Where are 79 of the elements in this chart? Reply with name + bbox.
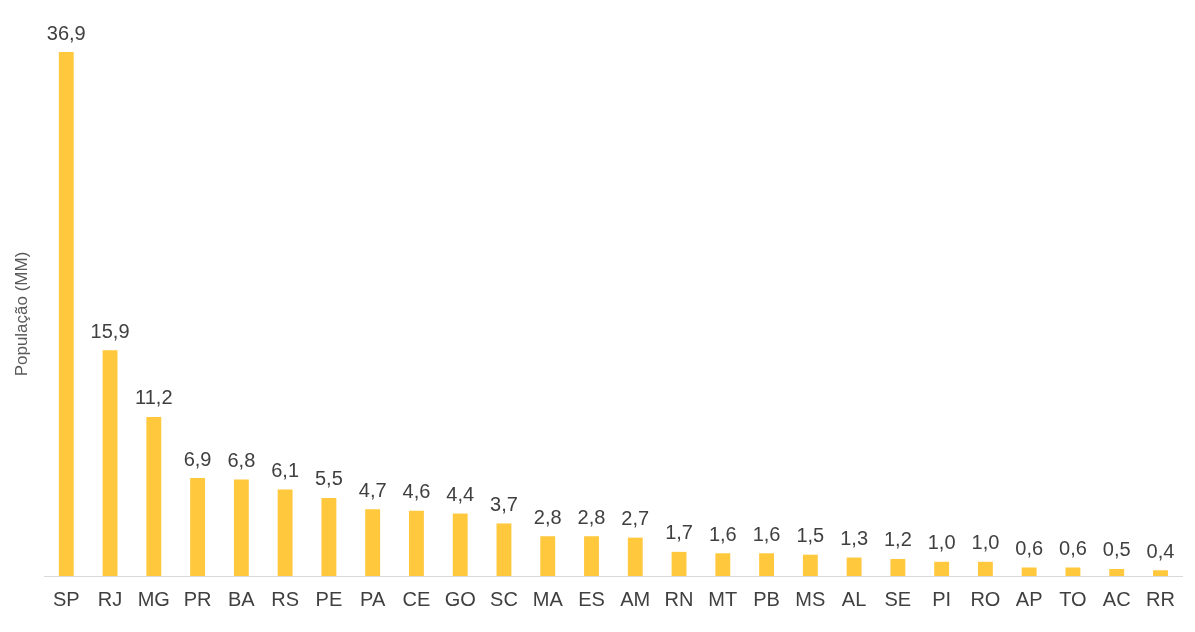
bar xyxy=(584,536,599,576)
data-label: 15,9 xyxy=(90,319,130,342)
data-label: 0,5 xyxy=(1102,538,1131,561)
x-tick-label: MG xyxy=(137,587,170,610)
bar xyxy=(627,537,643,576)
x-tick-label: RO xyxy=(970,587,1001,610)
x-tick-label: RJ xyxy=(97,587,123,610)
x-tick-label: PR xyxy=(183,587,212,610)
bar xyxy=(540,536,556,576)
bar xyxy=(977,561,993,576)
bar xyxy=(934,561,950,576)
data-label: 4,4 xyxy=(446,483,475,506)
bar xyxy=(190,478,206,576)
data-label: 1,3 xyxy=(840,527,869,550)
x-tick-label: SP xyxy=(52,587,80,610)
x-tick-label: AP xyxy=(1015,587,1043,610)
bar xyxy=(277,489,293,576)
bar xyxy=(233,479,249,576)
bar xyxy=(408,510,424,576)
bar xyxy=(1065,567,1081,576)
bar xyxy=(759,553,775,576)
data-label: 4,6 xyxy=(402,480,431,503)
bar xyxy=(365,509,381,576)
x-tick-label: MT xyxy=(708,587,738,610)
x-tick-label: RN xyxy=(664,587,694,610)
x-tick-label: PA xyxy=(360,587,386,610)
bar xyxy=(715,553,731,576)
bar xyxy=(890,558,906,576)
x-tick-label: SE xyxy=(884,587,912,610)
data-label: 11,2 xyxy=(135,386,173,409)
x-tick-label: AC xyxy=(1102,587,1131,610)
data-label: 6,8 xyxy=(227,448,256,471)
data-label: 1,0 xyxy=(927,531,956,554)
x-tick-label: TO xyxy=(1059,587,1087,610)
x-tick-label: AL xyxy=(841,587,867,610)
bar xyxy=(496,523,512,576)
data-label: 3,7 xyxy=(490,492,518,515)
data-label: 2,8 xyxy=(533,505,562,528)
x-tick-label: MA xyxy=(532,587,564,610)
data-label: 4,7 xyxy=(358,478,387,501)
data-label: 1,6 xyxy=(752,522,781,545)
data-label: 5,5 xyxy=(314,467,343,490)
x-tick-label: SC xyxy=(490,587,518,610)
data-label: 2,7 xyxy=(621,507,650,530)
x-tick-label: RR xyxy=(1146,587,1175,610)
x-tick-label: GO xyxy=(444,587,476,610)
bar xyxy=(1021,567,1037,576)
x-tick-label: PB xyxy=(753,587,780,610)
data-label: 0,6 xyxy=(1015,537,1044,559)
x-tick-label: MS xyxy=(795,587,826,610)
data-label: 1,7 xyxy=(665,521,693,544)
bar xyxy=(1153,570,1168,576)
bar xyxy=(802,554,818,576)
bar xyxy=(452,513,468,576)
data-label: 1,6 xyxy=(708,522,737,545)
data-label: 6,9 xyxy=(183,447,212,470)
data-label: 1,2 xyxy=(883,528,912,551)
data-label: 36,9 xyxy=(46,21,86,44)
bar xyxy=(321,497,337,576)
bar xyxy=(846,557,862,576)
data-label: 0,6 xyxy=(1059,537,1087,559)
x-tick-label: PE xyxy=(315,587,343,610)
x-tick-label: RS xyxy=(271,587,300,610)
bar xyxy=(146,416,162,576)
x-tick-label: AM xyxy=(620,587,651,610)
bar xyxy=(102,350,118,576)
data-label: 2,8 xyxy=(577,505,606,528)
data-label: 1,5 xyxy=(796,524,825,547)
x-tick-label: BA xyxy=(228,587,256,610)
data-label: 0,4 xyxy=(1146,539,1175,562)
x-tick-label: ES xyxy=(578,587,605,610)
bar xyxy=(1109,568,1125,576)
x-tick-label: CE xyxy=(402,587,431,610)
bar xyxy=(58,52,74,576)
bar xyxy=(671,551,687,576)
data-label: 1,0 xyxy=(971,531,1000,554)
data-label: 6,1 xyxy=(271,458,300,481)
x-tick-label: PI xyxy=(932,587,952,610)
y-axis-title: População (MM) xyxy=(11,251,31,377)
